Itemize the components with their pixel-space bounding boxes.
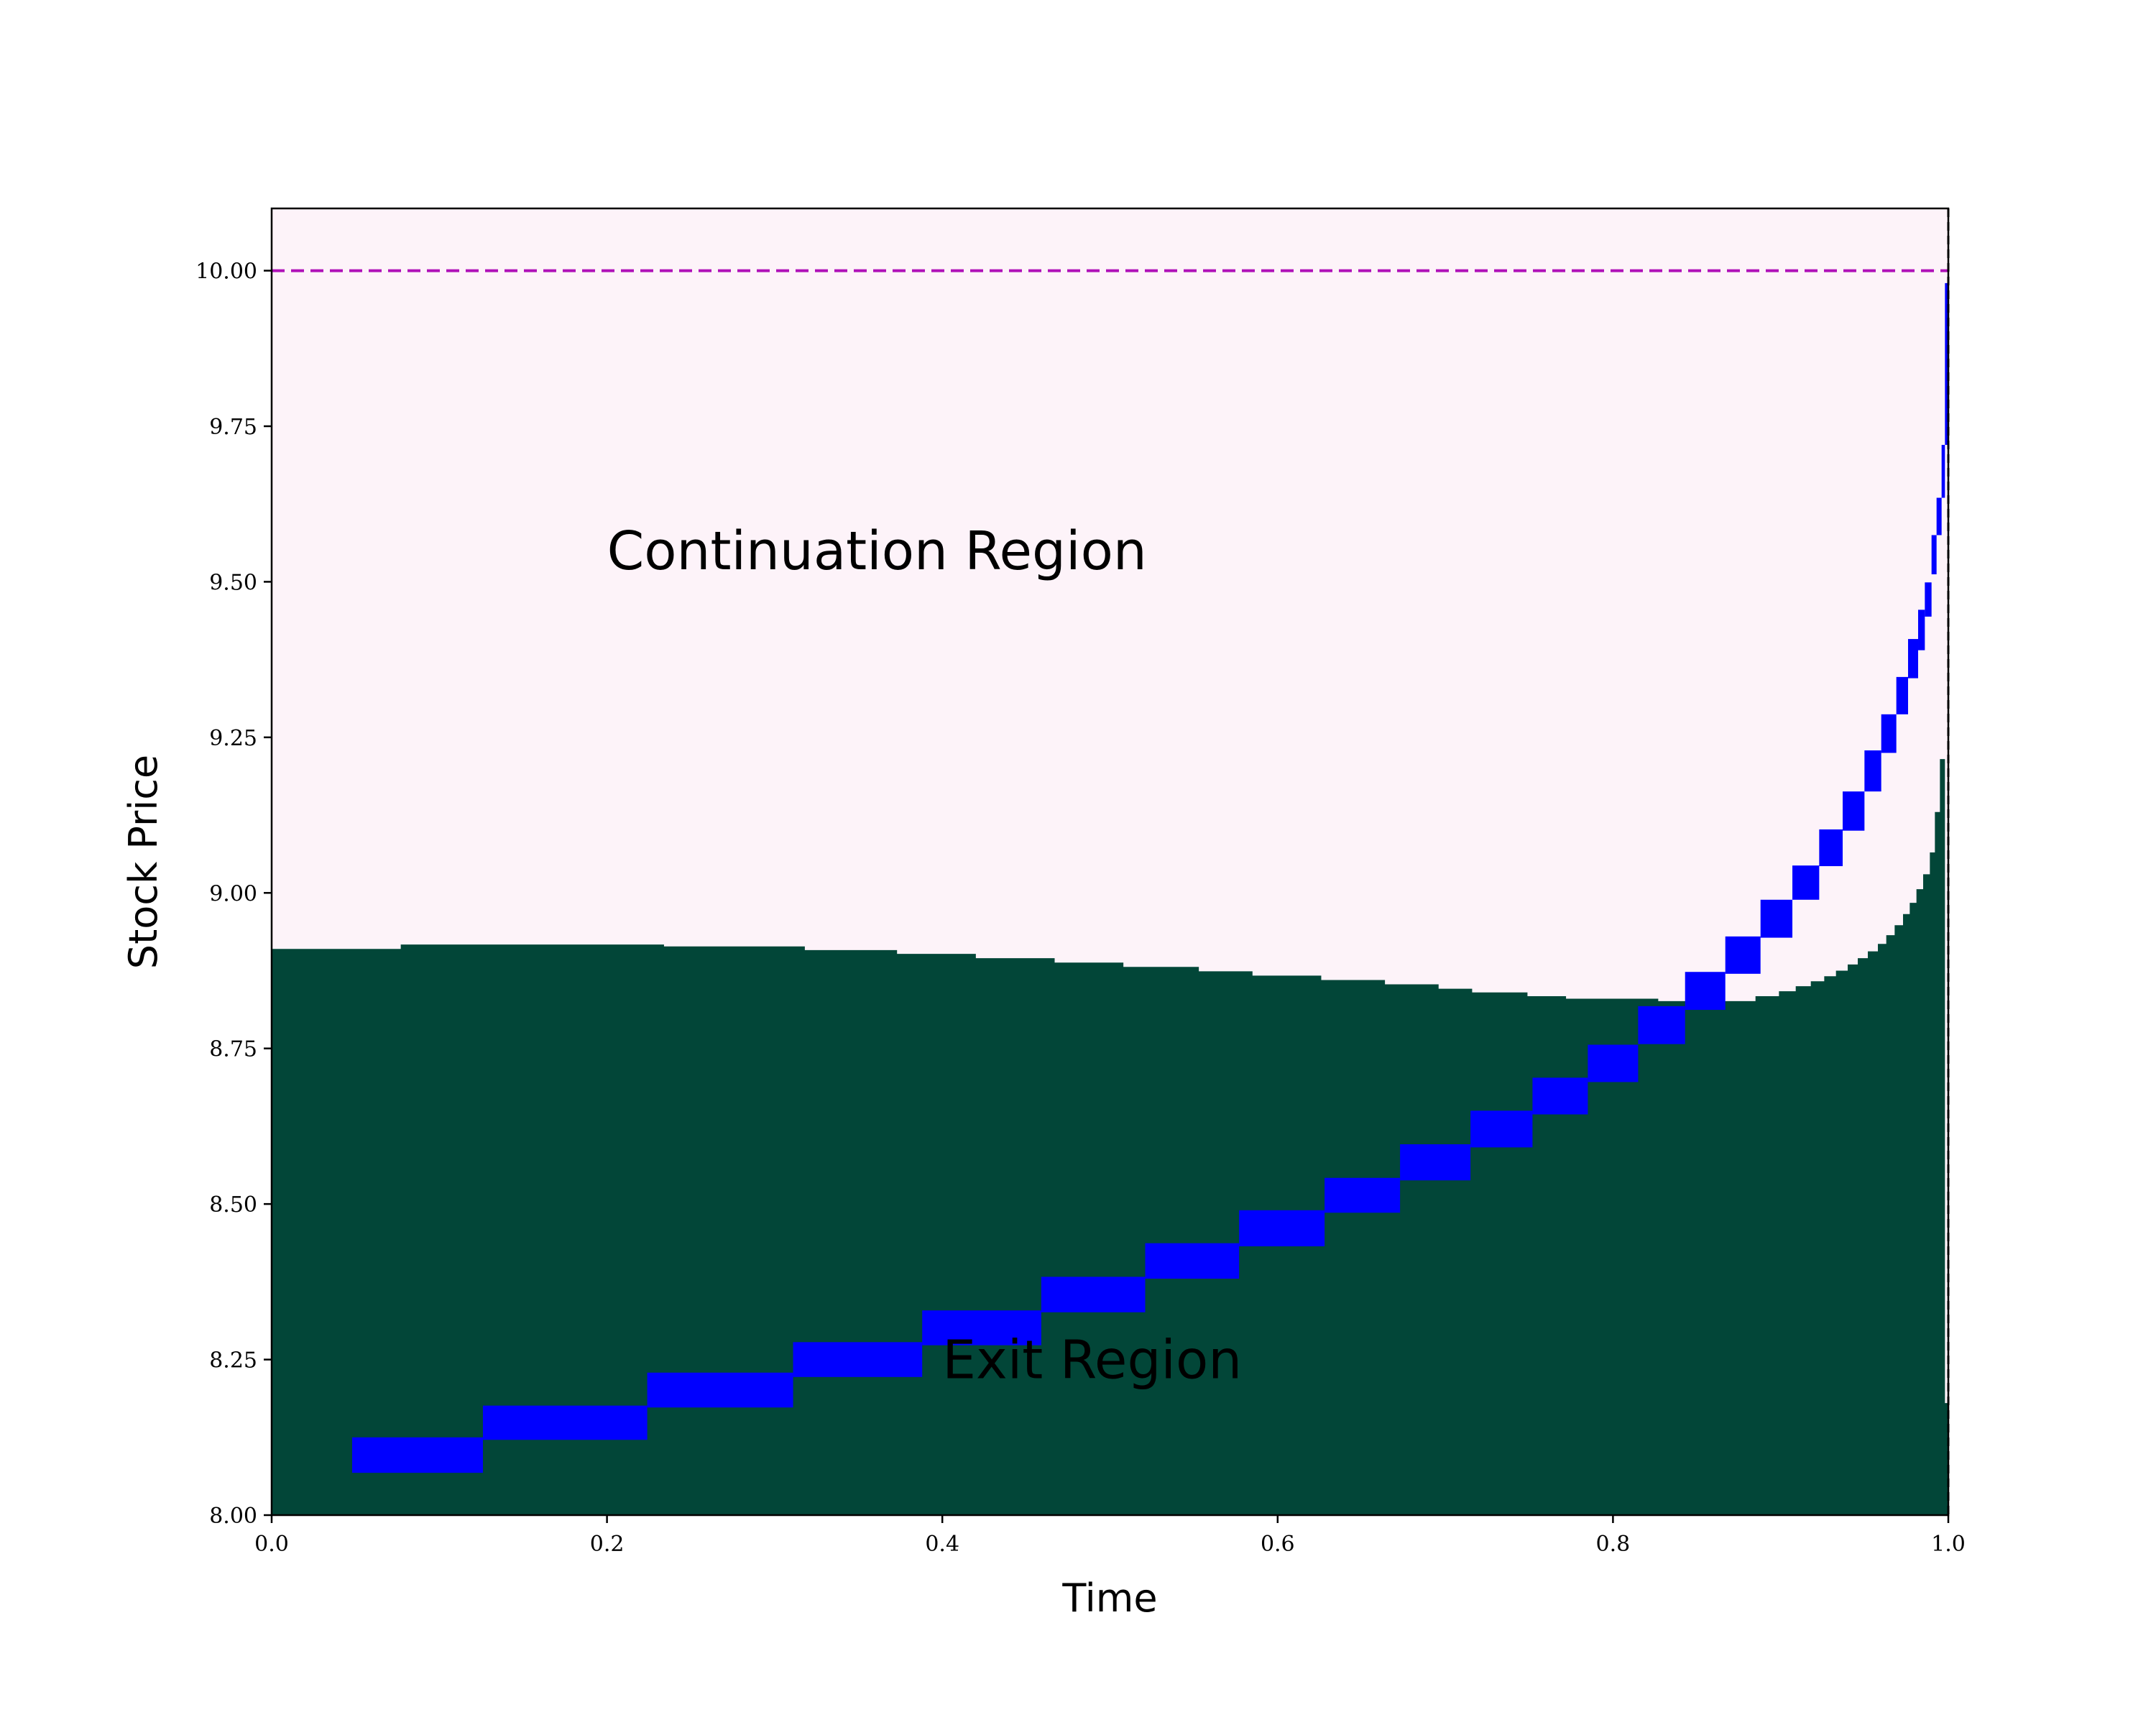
x-tick-label: 0.0 <box>254 1532 289 1557</box>
x-tick-label: 0.8 <box>1596 1532 1631 1557</box>
band-step-24 <box>1918 610 1925 650</box>
continuation-region-label: Continuation Region <box>607 520 1147 582</box>
y-tick-label: 10.00 <box>195 259 257 285</box>
band-step-26 <box>1931 535 1937 575</box>
x-tick-label: 0.2 <box>590 1532 625 1557</box>
band-step-13 <box>1638 1006 1685 1044</box>
x-axis-ticks: 0.0 0.2 0.4 0.6 0.8 1.0 <box>254 1515 1966 1557</box>
plot-area <box>270 207 1950 1517</box>
x-tick-label: 0.6 <box>1261 1532 1295 1557</box>
band-step-6 <box>1145 1243 1240 1279</box>
band-step-1 <box>482 1405 648 1440</box>
band-step-17 <box>1792 865 1820 900</box>
y-tick-label: 8.25 <box>209 1348 257 1374</box>
band-step-7 <box>1239 1210 1325 1247</box>
band-step-25 <box>1925 582 1932 617</box>
y-tick-label: 8.75 <box>209 1037 257 1062</box>
x-tick-label: 1.0 <box>1931 1532 1966 1557</box>
y-tick-label: 9.50 <box>209 570 257 595</box>
y-tick-label: 9.75 <box>209 415 257 440</box>
band-step-12 <box>1588 1044 1639 1082</box>
band-step-27 <box>1936 497 1942 535</box>
y-tick-label: 8.50 <box>209 1192 257 1218</box>
band-step-23 <box>1908 639 1919 678</box>
band-step-20 <box>1864 750 1881 792</box>
y-axis-ticks: 8.00 8.25 8.50 8.75 9.00 9.25 9.50 9.75 10.00 <box>195 259 272 1529</box>
x-tick-label: 0.4 <box>925 1532 959 1557</box>
y-axis-title: Stock Price <box>121 755 166 969</box>
x-axis-title: Time <box>1061 1576 1157 1621</box>
band-step-8 <box>1325 1177 1401 1213</box>
band-step-9 <box>1400 1144 1471 1181</box>
band-step-28 <box>1941 444 1945 498</box>
band-step-10 <box>1470 1110 1533 1148</box>
band-step-2 <box>647 1372 793 1408</box>
band-step-21 <box>1881 714 1897 753</box>
band-step-16 <box>1760 899 1793 938</box>
band-step-0 <box>351 1437 483 1473</box>
y-tick-label: 9.00 <box>209 881 257 906</box>
band-step-15 <box>1725 936 1761 974</box>
band-step-11 <box>1532 1077 1588 1115</box>
exit-region-fill <box>272 759 1948 1515</box>
plot-frame <box>270 207 1950 1517</box>
band-step-29 <box>1945 282 1948 445</box>
band-step-5 <box>1041 1276 1146 1312</box>
band-step-14 <box>1685 972 1726 1011</box>
y-tick-label: 9.25 <box>209 726 257 751</box>
band-step-18 <box>1819 829 1843 867</box>
exit-region-label: Exit Region <box>942 1330 1242 1392</box>
band-step-22 <box>1896 676 1909 714</box>
band-step-4 <box>922 1310 1041 1346</box>
band-step-19 <box>1843 791 1865 831</box>
band-step-3 <box>793 1342 923 1377</box>
y-tick-label: 8.00 <box>209 1504 257 1529</box>
stepped-band <box>351 282 1948 1473</box>
